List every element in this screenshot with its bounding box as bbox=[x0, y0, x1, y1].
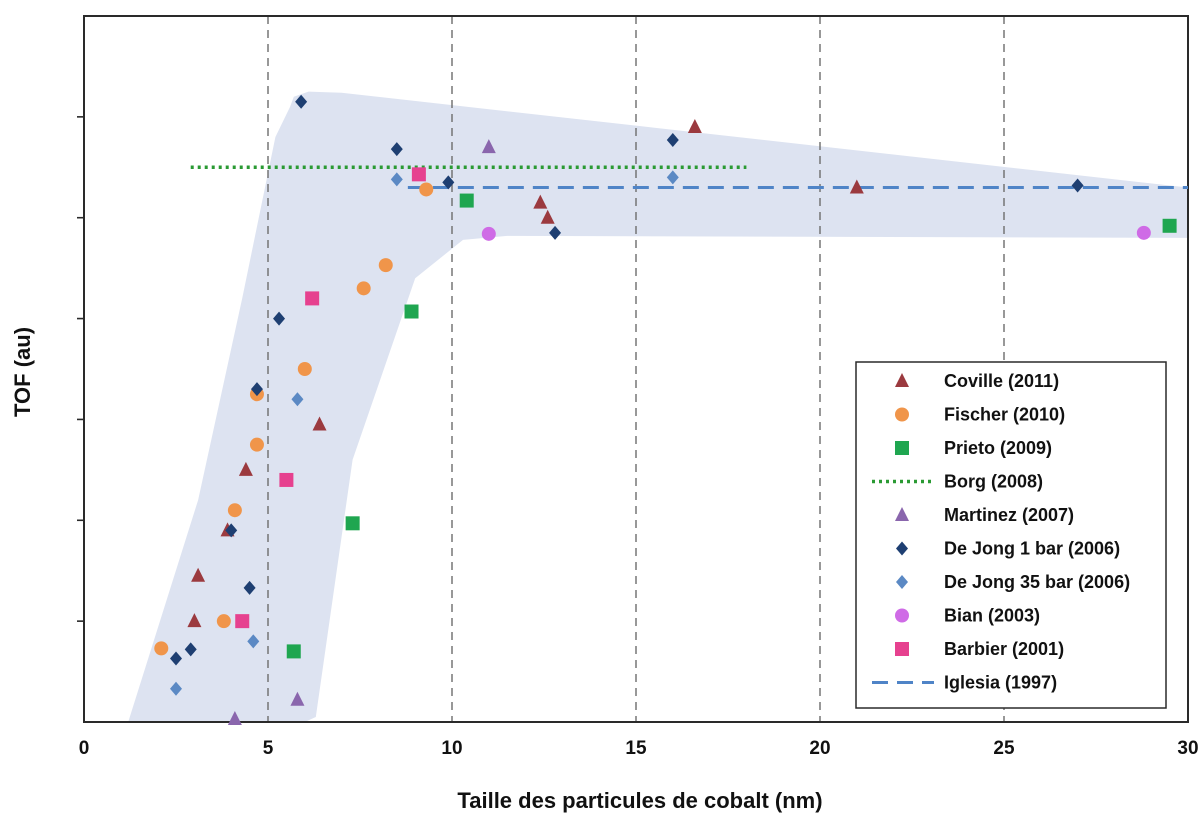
legend-label-de-jong-35-bar-2006: De Jong 35 bar (2006) bbox=[944, 572, 1130, 592]
de-jong-1-bar-2006-point-7 bbox=[295, 94, 308, 109]
de-jong-35-bar-2006-point-4 bbox=[390, 172, 403, 187]
fischer-2010-point-1 bbox=[154, 641, 169, 656]
de-jong-35-bar-2006-point-3 bbox=[291, 392, 304, 407]
shaded-envelope bbox=[128, 91, 1189, 723]
barbier-2001-point-4 bbox=[411, 167, 426, 182]
legend-swatch-coville-2011 bbox=[895, 373, 909, 387]
legend-swatch-fischer-2010 bbox=[895, 407, 909, 422]
x-tick-label-20: 20 bbox=[809, 738, 830, 759]
fischer-2010-point-7 bbox=[356, 281, 371, 296]
barbier-2001-point-3 bbox=[305, 291, 320, 306]
fischer-2010-point-3 bbox=[227, 503, 242, 518]
legend-label-prieto-2009: Prieto (2009) bbox=[944, 438, 1052, 458]
x-tick-label-10: 10 bbox=[441, 738, 462, 759]
y-axis-ticks bbox=[77, 116, 84, 622]
x-tick-label-5: 5 bbox=[263, 738, 274, 759]
coville-2011-point-1 bbox=[191, 567, 206, 582]
de-jong-35-bar-2006-point-5 bbox=[666, 170, 679, 185]
bian-2003-point-2 bbox=[1136, 225, 1151, 240]
legend-label-iglesia-1997: Iglesia (1997) bbox=[944, 673, 1057, 693]
de-jong-1-bar-2006-point-4 bbox=[243, 580, 256, 595]
barbier-2001-point-1 bbox=[235, 614, 250, 629]
de-jong-1-bar-2006-point-11 bbox=[666, 133, 679, 148]
shaded-region bbox=[128, 91, 1189, 723]
legend: Coville (2011) Fischer (2010) Prieto (2009… bbox=[855, 361, 1167, 709]
legend-label-martinez-2007: Martinez (2007) bbox=[944, 505, 1074, 525]
fischer-2010-point-6 bbox=[297, 362, 312, 376]
legend-label-coville-2011: Coville (2011) bbox=[944, 371, 1059, 391]
reference-lines bbox=[190, 165, 1188, 189]
de-jong-1-bar-2006-point-10 bbox=[549, 225, 562, 240]
coville-2011-point-2 bbox=[187, 613, 202, 628]
legend-swatch-martinez-2007 bbox=[895, 507, 909, 521]
fischer-2010-point-2 bbox=[216, 614, 231, 629]
fischer-2010-point-4 bbox=[249, 437, 264, 452]
legend-label-fischer-2010: Fischer (2010) bbox=[944, 405, 1065, 425]
coville-2011-point-6 bbox=[533, 194, 548, 209]
de-jong-35-bar-2006-point-1 bbox=[170, 681, 182, 696]
coville-2011-point-5 bbox=[312, 416, 327, 431]
de-jong-1-bar-2006-point-1 bbox=[170, 651, 182, 666]
de-jong-1-bar-2006-point-9 bbox=[442, 175, 455, 190]
coville-2011-point-7 bbox=[540, 209, 555, 224]
bian-2003-point-1 bbox=[481, 226, 496, 241]
de-jong-1-bar-2006-point-5 bbox=[250, 382, 263, 397]
de-jong-1-bar-2006-point-3 bbox=[225, 523, 238, 538]
y-axis-title: TOF (au) bbox=[10, 327, 35, 417]
legend-label-borg-2008: Borg (2008) bbox=[944, 472, 1043, 492]
legend-label-barbier-2001: Barbier (2001) bbox=[944, 639, 1064, 659]
legend-swatch-de-jong-35-bar-2006 bbox=[896, 575, 908, 589]
x-axis-title: Taille des particules de cobalt (nm) bbox=[457, 788, 822, 813]
legend-swatch-prieto-2009 bbox=[895, 441, 909, 455]
coville-2011-point-8 bbox=[687, 118, 702, 133]
prieto-2009-point-3 bbox=[404, 304, 419, 319]
prieto-2009-point-5 bbox=[1162, 218, 1177, 233]
x-tick-label-30: 30 bbox=[1177, 738, 1198, 759]
barbier-2001-point-2 bbox=[279, 472, 294, 487]
martinez-2007-point-1 bbox=[227, 710, 242, 725]
x-tick-label-15: 15 bbox=[625, 738, 647, 759]
de-jong-1-bar-2006-point-6 bbox=[273, 311, 286, 326]
martinez-2007-point-3 bbox=[481, 139, 496, 154]
data-points bbox=[154, 94, 1177, 725]
legend-label-bian-2003: Bian (2003) bbox=[944, 606, 1040, 626]
legend-swatch-bian-2003 bbox=[895, 608, 909, 623]
prieto-2009-point-2 bbox=[345, 516, 360, 531]
plot-frame bbox=[83, 15, 1189, 723]
de-jong-35-bar-2006-point-2 bbox=[247, 634, 260, 649]
fischer-2010-point-9 bbox=[419, 182, 434, 197]
legend-label-de-jong-1-bar-2006: De Jong 1 bar (2006) bbox=[944, 539, 1120, 559]
coville-2011-point-4 bbox=[238, 461, 253, 476]
martinez-2007-point-2 bbox=[290, 691, 305, 706]
x-axis-tick-labels: 0 5 10 15 20 25 30 bbox=[79, 738, 1199, 759]
de-jong-1-bar-2006-point-8 bbox=[390, 142, 403, 157]
fischer-2010-point-8 bbox=[378, 258, 393, 273]
de-jong-1-bar-2006-point-12 bbox=[1071, 178, 1084, 193]
coville-2011-point-9 bbox=[849, 179, 864, 194]
x-tick-label-0: 0 bbox=[79, 738, 90, 759]
legend-swatch-de-jong-1-bar-2006 bbox=[896, 541, 908, 556]
prieto-2009-point-1 bbox=[286, 644, 301, 659]
x-tick-label-25: 25 bbox=[993, 738, 1015, 759]
de-jong-1-bar-2006-point-2 bbox=[184, 642, 197, 657]
legend-swatch-barbier-2001 bbox=[895, 642, 909, 656]
prieto-2009-point-4 bbox=[459, 193, 474, 208]
